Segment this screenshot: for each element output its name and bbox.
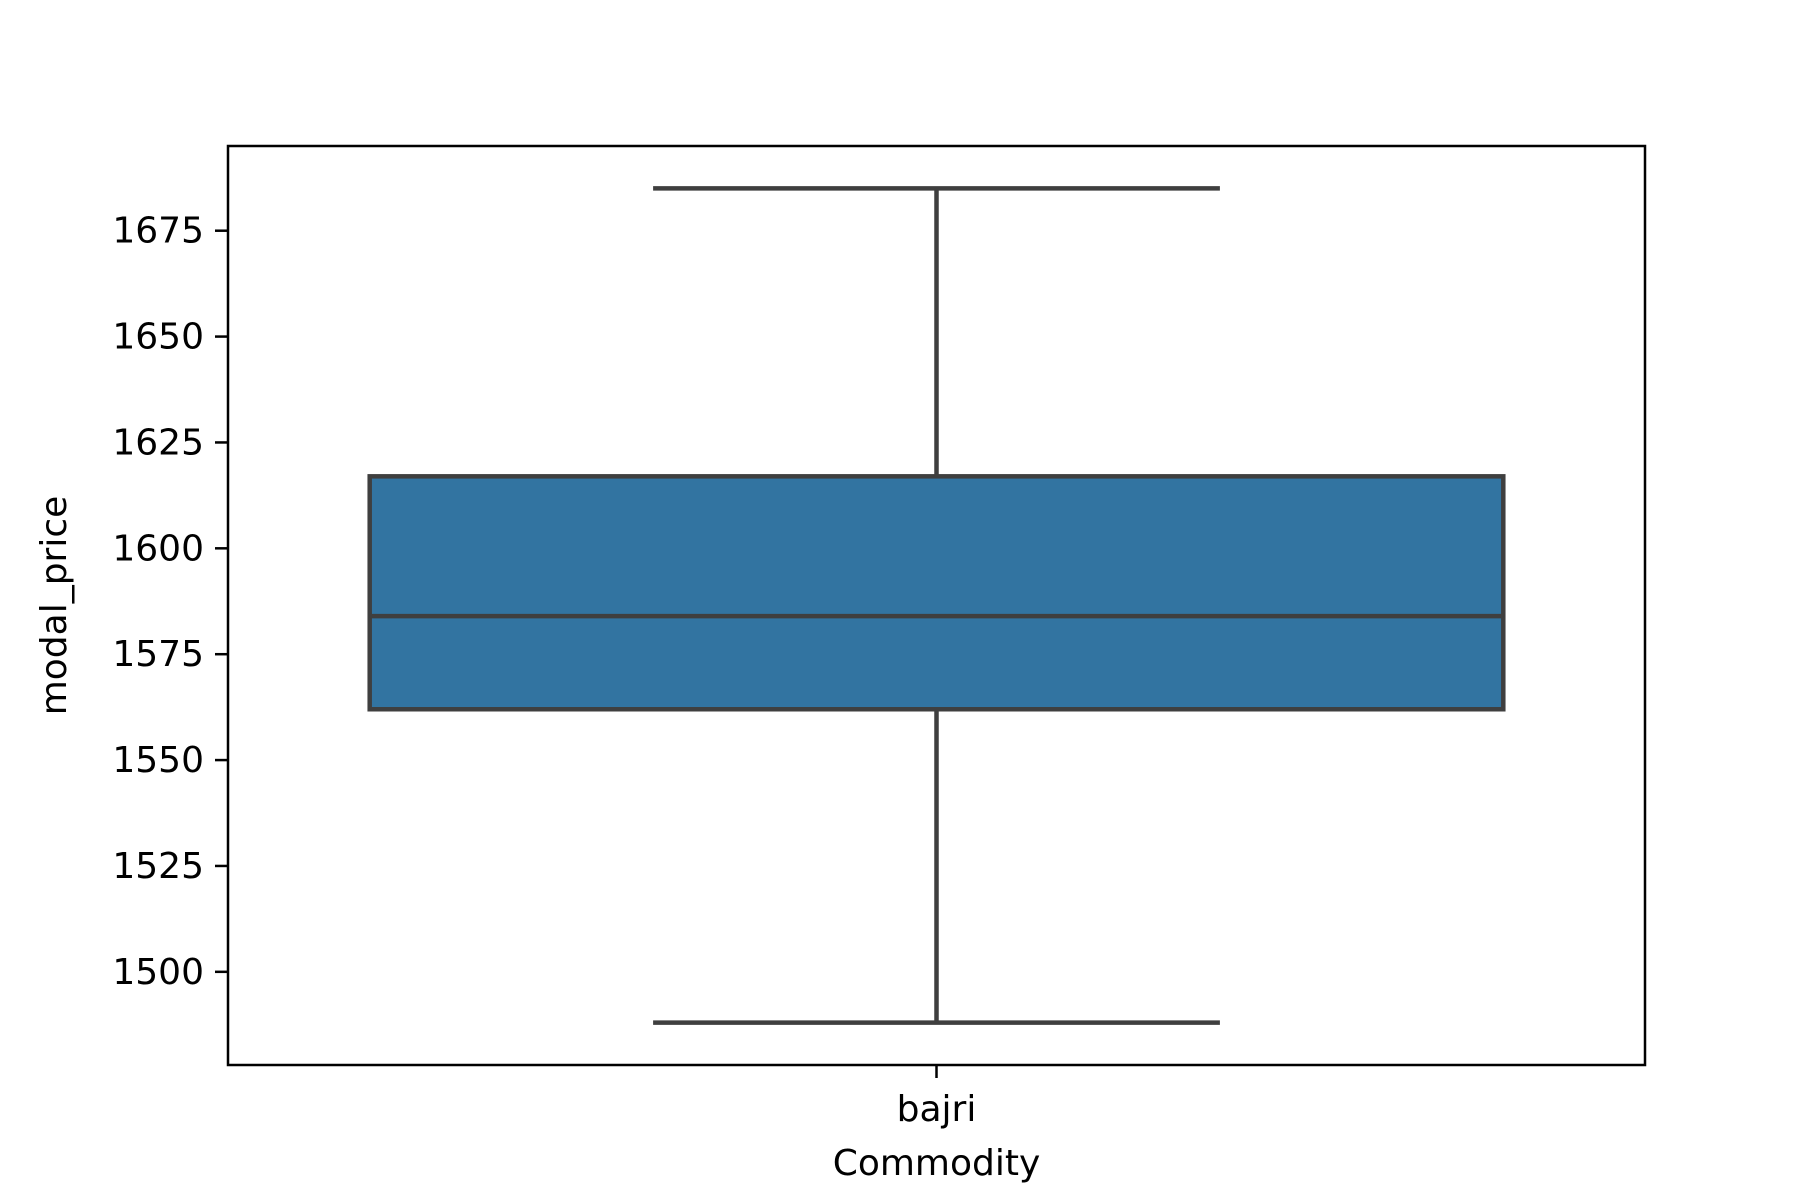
y-axis-title: modal_price <box>34 496 75 716</box>
x-axis-title: Commodity <box>833 1143 1041 1184</box>
x-tick-label: bajri <box>897 1089 977 1130</box>
box-group <box>367 186 1506 1025</box>
y-tick-label: 1625 <box>112 422 204 463</box>
y-tick-label: 1500 <box>112 952 204 993</box>
x-axis: bajri <box>897 1065 977 1130</box>
y-tick-label: 1600 <box>112 528 204 569</box>
y-tick-label: 1575 <box>112 634 204 675</box>
y-tick-label: 1650 <box>112 317 204 358</box>
iqr-box <box>367 474 1506 712</box>
y-tick-label: 1525 <box>112 846 204 887</box>
y-axis: 1500 1525 1550 1575 1600 1625 1650 1675 <box>112 211 228 993</box>
y-tick-label: 1550 <box>112 740 204 781</box>
box-series <box>367 186 1506 1025</box>
y-tick-label: 1675 <box>112 211 204 252</box>
plot-area-frame <box>226 144 1647 1067</box>
